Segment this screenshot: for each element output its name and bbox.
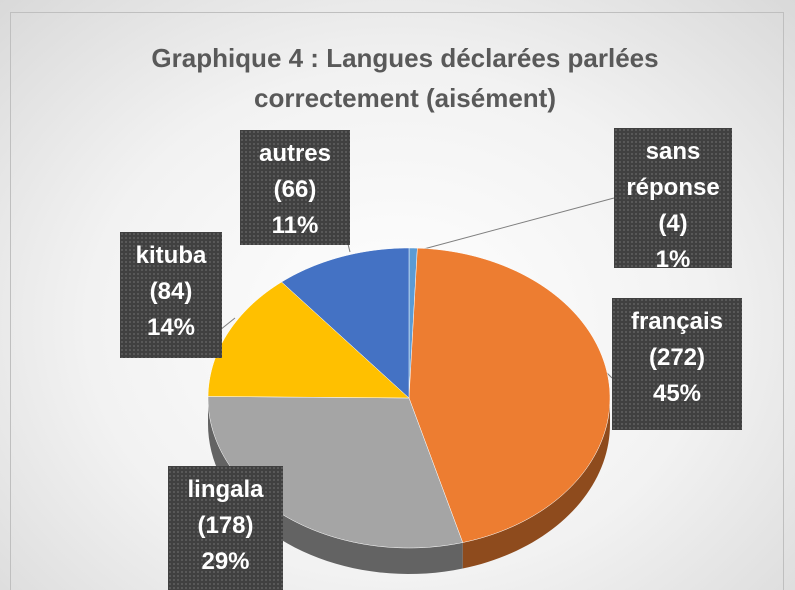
pie-tops <box>207 247 611 549</box>
data-label: kituba (84) 14% <box>120 232 222 358</box>
label-percent: 1% <box>655 246 691 273</box>
label-value: (4) <box>658 210 688 237</box>
slice <box>207 396 464 549</box>
slice <box>281 247 410 399</box>
label-category: sans réponse <box>626 138 720 201</box>
chart-title: Graphique 4 : Langues déclarées parlées … <box>151 43 659 113</box>
slice <box>207 281 410 399</box>
slice-side <box>462 398 610 569</box>
label-category: lingala <box>187 476 264 503</box>
label-category: français <box>630 308 724 335</box>
chart-frame <box>10 12 784 590</box>
data-label: autres (66) 11% <box>240 130 350 245</box>
slice <box>408 247 611 543</box>
data-label: français (272) 45% <box>612 298 742 430</box>
leader-line <box>419 197 615 251</box>
label-percent: 11% <box>271 212 319 239</box>
label-category: kituba <box>135 242 207 269</box>
label-percent: 45% <box>652 380 702 407</box>
label-percent: 29% <box>201 548 250 575</box>
label-value: (178) <box>197 512 254 539</box>
data-label: lingala (178) 29% <box>168 466 283 590</box>
leader-line <box>219 317 236 331</box>
data-label: sans réponse (4) 1% <box>614 128 732 273</box>
label-percent: 14% <box>146 314 196 341</box>
label-category: autres <box>258 140 332 167</box>
label-value: (84) <box>149 278 193 305</box>
label-value: (272) <box>648 344 706 371</box>
label-value: (66) <box>273 176 317 203</box>
